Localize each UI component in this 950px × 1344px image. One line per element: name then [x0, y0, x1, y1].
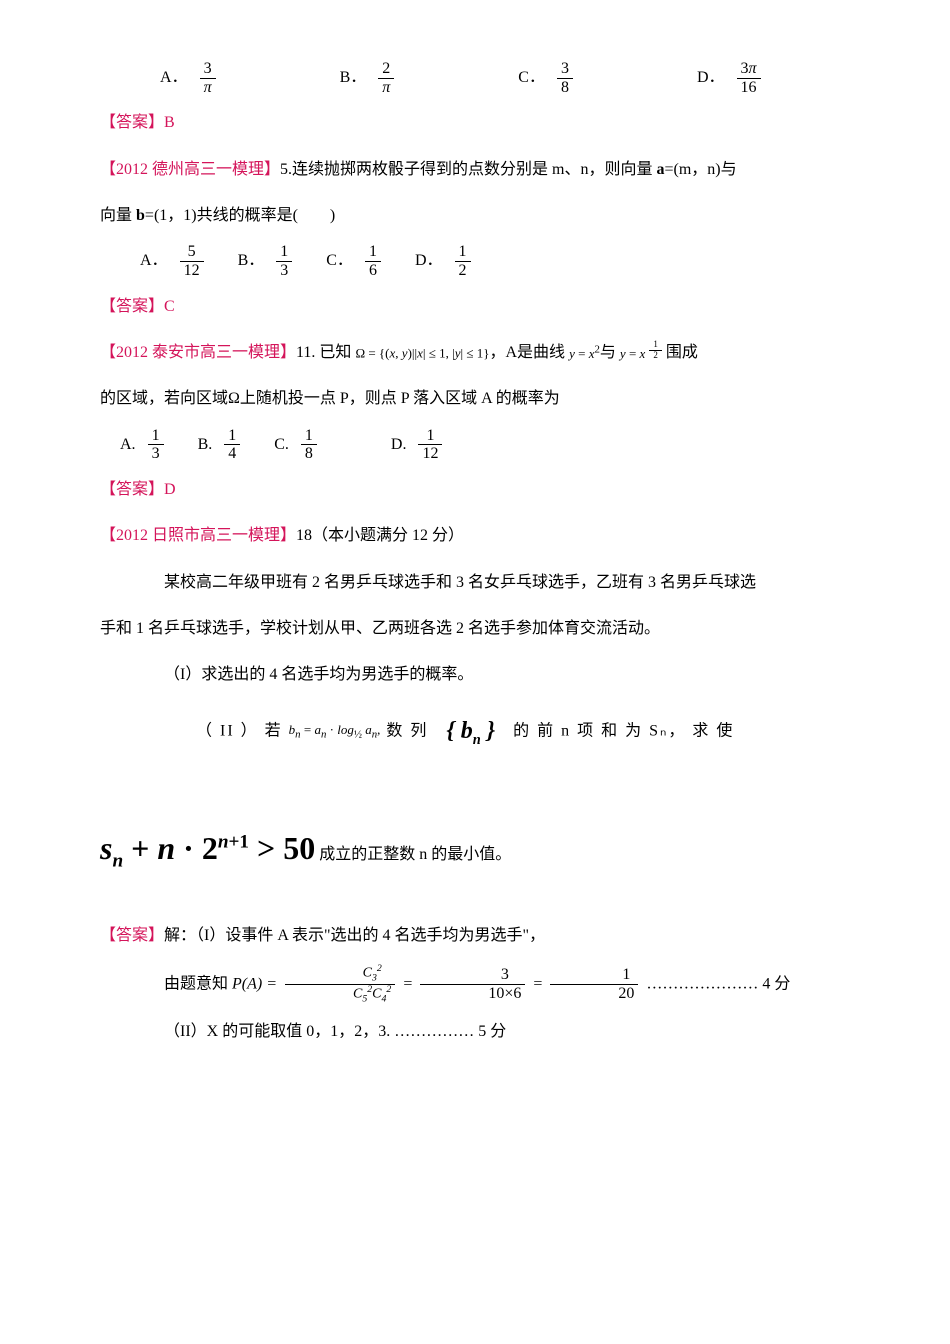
q2-optA-label: A． [140, 249, 168, 273]
q3-optA-label: A. [120, 433, 136, 457]
q4-ans2-line: 由题意知 P(A) = C32 C52C42 = 3 10×6 = 1 20 …… [100, 964, 850, 1005]
q3-optB-frac: 1 4 [224, 427, 240, 463]
q4-frac3: 1 20 [550, 966, 638, 1002]
q3-optA-frac: 1 3 [148, 427, 164, 463]
q2-optC-frac: 1 6 [365, 243, 381, 279]
q1-answer: 【答案】B [100, 104, 850, 142]
q4-p4a: （ II ） 若 [196, 722, 289, 739]
q1-optA: A． 3 π [160, 60, 220, 96]
q4-frac1: C32 C52C42 [285, 964, 395, 1005]
q1-optD-frac: 3π 16 [737, 60, 761, 96]
q4-seq: { bn } [446, 718, 495, 744]
q4-formula: sn + n · 2n+1 > 50 [100, 810, 315, 887]
q3-optC-frac: 1 8 [301, 427, 317, 463]
q2-vecb: b [136, 207, 145, 224]
q2-source: 【2012 德州高三一模理】 [100, 161, 280, 178]
q2-optA-frac: 5 12 [180, 243, 204, 279]
q4-p2: 手和 1 名乒乓球选手，学校计划从甲、乙两班各选 2 名选手参加体育交流活动。 [100, 610, 850, 648]
q1-optA-frac: 3 π [200, 60, 216, 96]
q4-dots4: ………………… 4 分 [646, 975, 790, 992]
q3-answer: 【答案】D [100, 471, 850, 509]
q4-source: 【2012 日照市高三一模理】 [100, 527, 296, 544]
q2-optB-frac: 1 3 [276, 243, 292, 279]
q4-PA: P(A) = [232, 975, 281, 992]
q2-optD: D． 1 2 [415, 243, 475, 279]
q4-eq2: = [533, 975, 546, 992]
q2-options: A． 5 12 B． 1 3 C． 1 6 D． 1 2 [140, 243, 850, 279]
q1-optC-label: C． [518, 66, 545, 90]
q2-text2a: 向量 [100, 207, 136, 224]
q3-options: A. 1 3 B. 1 4 C. 1 8 D. 1 12 [120, 427, 850, 463]
q2-text1: 5.连续抛掷两枚骰子得到的点数分别是 m、n，则向量 [280, 161, 656, 178]
q2-optC-label: C． [326, 249, 353, 273]
q4-ans2a: 由题意知 [164, 975, 232, 992]
q4-bn-expr: bn = an · log½ an, [289, 722, 381, 737]
q1-answer-label: 【答案】 [100, 114, 164, 131]
q1-optC-frac: 3 8 [557, 60, 573, 96]
q4-p5: 成立的正整数 n 的最小值。 [319, 846, 511, 863]
q4-title-line: 【2012 日照市高三一模理】18（本小题满分 12 分） [100, 517, 850, 555]
q3-line1: 【2012 泰安市高三一模理】11. 已知 Ω = {(x, y)||x| ≤ … [100, 334, 850, 372]
q4-ans-label: 【答案】 [100, 927, 164, 944]
q2-line1: 【2012 德州高三一模理】5.连续抛掷两枚骰子得到的点数分别是 m、n，则向量… [100, 151, 850, 189]
q3-optD: D. 1 12 [391, 427, 447, 463]
q4-formula-row: sn + n · 2n+1 > 50 成立的正整数 n 的最小值。 [100, 790, 850, 907]
q1-answer-value: B [164, 114, 175, 131]
q1-optD: D． 3π 16 [697, 60, 765, 96]
q2-answer-label: 【答案】 [100, 298, 164, 315]
q3-text1: 11. 已知 [296, 344, 355, 361]
q2-optD-frac: 1 2 [455, 243, 471, 279]
q4-ans1-line: 【答案】解：（I）设事件 A 表示"选出的 4 名选手均为男选手"， [100, 917, 850, 955]
q4-frac2: 3 10×6 [420, 966, 525, 1002]
q3-answer-label: 【答案】 [100, 481, 164, 498]
q3-optB: B. 1 4 [198, 427, 245, 463]
q3-line2: 的区域，若向区域Ω上随机投一点 P，则点 P 落入区域 A 的概率为 [100, 380, 850, 418]
q3-optD-label: D. [391, 433, 407, 457]
q2-text2b: =(1，1)共线的概率是( ) [145, 207, 335, 224]
q2-optD-label: D． [415, 249, 443, 273]
q4-p1: 某校高二年级甲班有 2 名男乒乓球选手和 3 名女乒乓球选手，乙班有 3 名男乒… [100, 564, 850, 602]
q3-optD-frac: 1 12 [418, 427, 442, 463]
q2-line2: 向量 b=(1，1)共线的概率是( ) [100, 197, 850, 235]
q3-optB-label: B. [198, 433, 213, 457]
q4-p3: （I）求选出的 4 名选手均为男选手的概率。 [100, 656, 850, 694]
q4-ans1: 解：（I）设事件 A 表示"选出的 4 名选手均为男选手"， [164, 927, 545, 944]
q1-optD-label: D． [697, 66, 725, 90]
q3-answer-value: D [164, 481, 176, 498]
q2-text1b: =(m，n)与 [664, 161, 736, 178]
q1-optB: B． 2 π [340, 60, 399, 96]
q2-optB-label: B． [238, 249, 265, 273]
q3-curve1: y = x2 [569, 346, 600, 361]
q2-optB: B． 1 3 [238, 243, 297, 279]
q3-text3: 与 [600, 344, 620, 361]
q3-optC: C. 1 8 [274, 427, 321, 463]
q1-optB-label: B． [340, 66, 367, 90]
q4-title: 18（本小题满分 12 分） [296, 527, 464, 544]
q4-p4: （ II ） 若 bn = an · log½ an, 数 列 { bn } 的… [100, 703, 850, 761]
q1-optB-frac: 2 π [378, 60, 394, 96]
q2-answer-value: C [164, 298, 175, 315]
q3-source: 【2012 泰安市高三一模理】 [100, 344, 296, 361]
q4-ans3: （II）X 的可能取值 0，1，2，3. …………… 5 分 [100, 1013, 850, 1051]
q3-omega: Ω = {(x, y)||x| ≤ 1, |y| ≤ 1} [355, 346, 489, 361]
q3-optC-label: C. [274, 433, 289, 457]
q3-curve2: y = x12 [620, 346, 666, 361]
q3-text4: 围成 [666, 344, 698, 361]
q4-p4c: 的 前 n 项 和 为 Sₙ， 求 使 [513, 722, 734, 739]
q4-p4b: 数 列 [386, 722, 428, 739]
q2-optA: A． 5 12 [140, 243, 208, 279]
q1-optC: C． 3 8 [518, 60, 577, 96]
q2-answer: 【答案】C [100, 288, 850, 326]
q3-optA: A. 1 3 [120, 427, 168, 463]
q1-optA-label: A． [160, 66, 188, 90]
q1-options: A． 3 π B． 2 π C． 3 8 D． 3π 16 [160, 60, 850, 96]
q4-eq1: = [403, 975, 416, 992]
q2-optC: C． 1 6 [326, 243, 385, 279]
q3-text2: ，A是曲线 [490, 344, 570, 361]
